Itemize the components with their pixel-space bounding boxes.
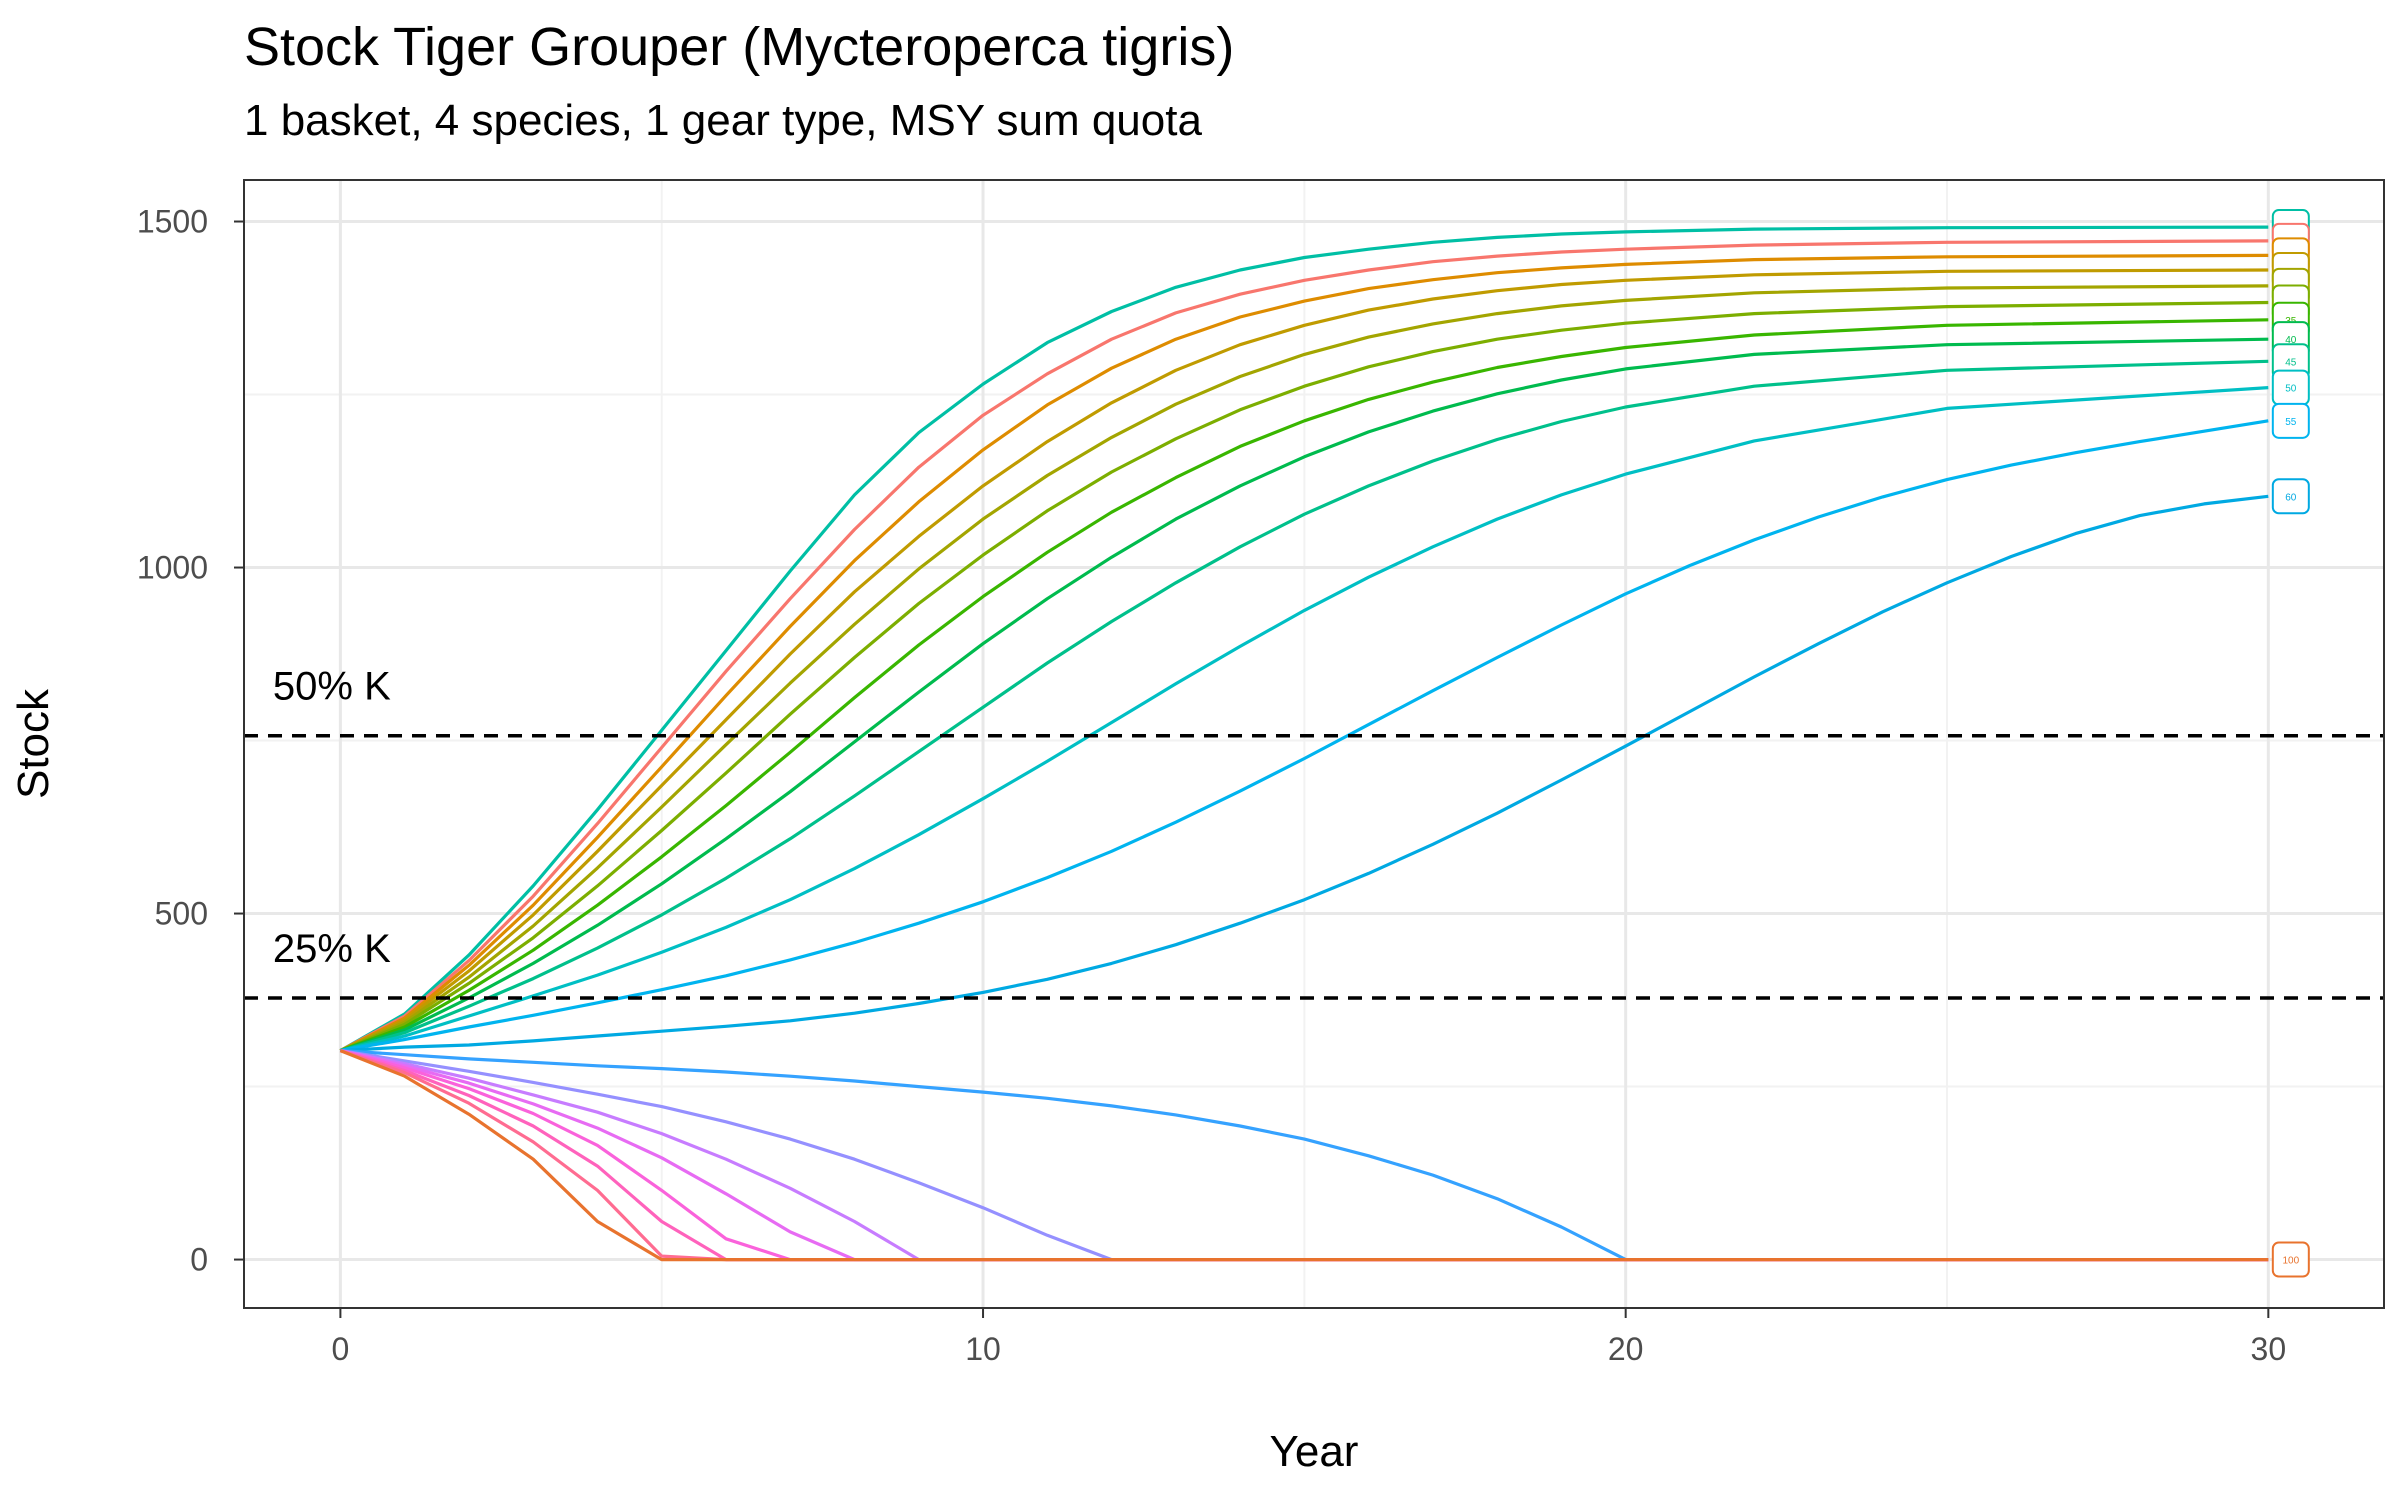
series-line-15 <box>340 1049 2269 1262</box>
end-label-box-12 <box>2271 1241 2310 1278</box>
series-line-10 <box>340 419 2269 1053</box>
x-tick-label-0: 0 <box>331 1331 349 1367</box>
series-line-1 <box>339 239 2269 1053</box>
end-label-10: 55 <box>2285 417 2297 428</box>
end-label-9: 50 <box>2285 384 2297 395</box>
end-label-11: 60 <box>2285 492 2297 503</box>
series-line-12 <box>340 1049 2269 1262</box>
series-line-0 <box>339 225 2269 1052</box>
chart-title: Stock Tiger Grouper (Mycteroperca tigris… <box>244 17 1235 77</box>
series-line-17 <box>339 1049 2269 1262</box>
series-line-7 <box>339 337 2269 1053</box>
series-line-6 <box>339 318 2269 1053</box>
x-axis-title: Year <box>1270 1427 1359 1476</box>
series-line-11 <box>340 494 2269 1053</box>
x-tick-label-2: 20 <box>1608 1331 1644 1367</box>
x-tick-label-1: 10 <box>965 1331 1001 1367</box>
reference-label-1: 25% K <box>273 927 391 971</box>
end-label-7: 40 <box>2285 335 2297 346</box>
series-line-19 <box>339 1049 2269 1262</box>
series-line-5 <box>339 300 2269 1053</box>
series-group <box>339 225 2269 1262</box>
series-line-2 <box>339 253 2269 1053</box>
panel-border <box>243 179 2385 1309</box>
series-line-8 <box>339 359 2269 1053</box>
series-line-4 <box>339 284 2269 1053</box>
end-label-box-10 <box>2271 402 2310 439</box>
y-tick-label-3: 1500 <box>137 204 208 240</box>
series-line-13 <box>340 1049 2269 1262</box>
y-tick-label-2: 1000 <box>137 550 208 586</box>
series-line-9 <box>340 386 2269 1053</box>
y-tick-label-0: 0 <box>190 1242 208 1278</box>
series-line-16 <box>339 1049 2269 1262</box>
y-axis-title: Stock <box>9 688 58 799</box>
y-tick-label-1: 500 <box>155 896 208 932</box>
chart-subtitle: 1 basket, 4 species, 1 gear type, MSY su… <box>244 96 1202 145</box>
x-tick-label-3: 30 <box>2251 1331 2287 1367</box>
series-line-3 <box>339 268 2269 1053</box>
end-label-8: 45 <box>2285 357 2297 368</box>
reference-label-0: 50% K <box>273 665 391 709</box>
series-line-14 <box>340 1049 2269 1262</box>
end-label-box-11 <box>2271 478 2310 515</box>
end-label-12: 100 <box>2282 1256 2299 1267</box>
